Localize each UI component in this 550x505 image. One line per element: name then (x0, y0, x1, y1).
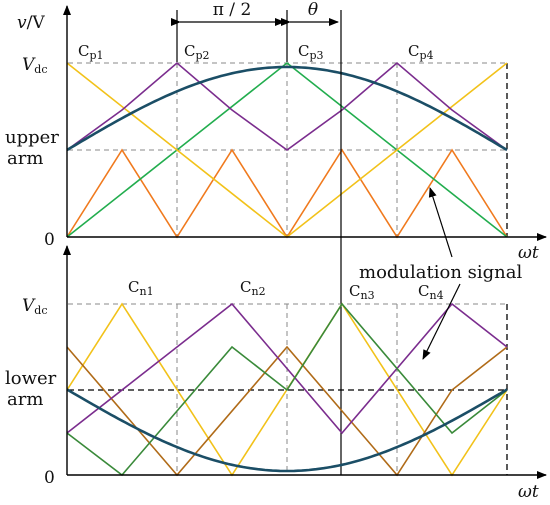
pi-half-label: π / 2 (213, 0, 252, 20)
lower-modulation-signal (66, 388, 508, 473)
lower-x-axis-label: ωt (518, 482, 539, 502)
theta-label: θ (308, 0, 318, 20)
upper-carrier-purple (66, 61, 508, 151)
upper-zero-label: 0 (44, 230, 55, 250)
upper-vdc-label: Vdc (22, 55, 47, 76)
callout-arrow-lower (422, 283, 461, 360)
upper-y-axis-label: v/V (17, 13, 45, 33)
carrier-label-cn4: Cn4 (418, 282, 444, 302)
upper-arm-label-line2: arm (7, 148, 43, 169)
callout-arrow-upper (428, 187, 453, 258)
carrier-label-cp2: Cp2 (184, 42, 210, 62)
lower-arm-label-line1: lower (5, 368, 57, 389)
upper-arm-label-line1: upper (5, 127, 59, 148)
carrier-label-cn3: Cn3 (349, 282, 375, 302)
phase-annotations: π / 2 θ (171, 0, 342, 475)
lower-carrier-purple (66, 302, 508, 435)
lower-carrier-dark-orange (66, 345, 508, 477)
lower-arm-label-line2: arm (7, 389, 43, 410)
carrier-label-cn1: Cn1 (128, 278, 154, 298)
carrier-label-cp3: Cp3 (298, 42, 324, 62)
modulation-signal-callout: modulation signal (358, 187, 524, 360)
lower-plot: Vdc 0 ωt lower arm Cn1 Cn2 Cn3 Cn4 (5, 245, 547, 502)
upper-plot: v/V Vdc 0 ωt upper arm Cp1 Cp2 Cp3 Cp4 (5, 5, 547, 263)
upper-x-axis-label: ωt (518, 243, 539, 263)
upper-modulation-signal (66, 65, 508, 152)
lower-vdc-label: Vdc (22, 296, 47, 317)
lower-zero-label: 0 (44, 468, 55, 488)
carrier-label-cp1: Cp1 (78, 42, 104, 62)
upper-carrier-green (66, 61, 508, 238)
carrier-label-cp4: Cp4 (408, 42, 434, 62)
modulation-signal-label: modulation signal (359, 262, 522, 283)
carrier-label-cn2: Cn2 (240, 278, 266, 298)
